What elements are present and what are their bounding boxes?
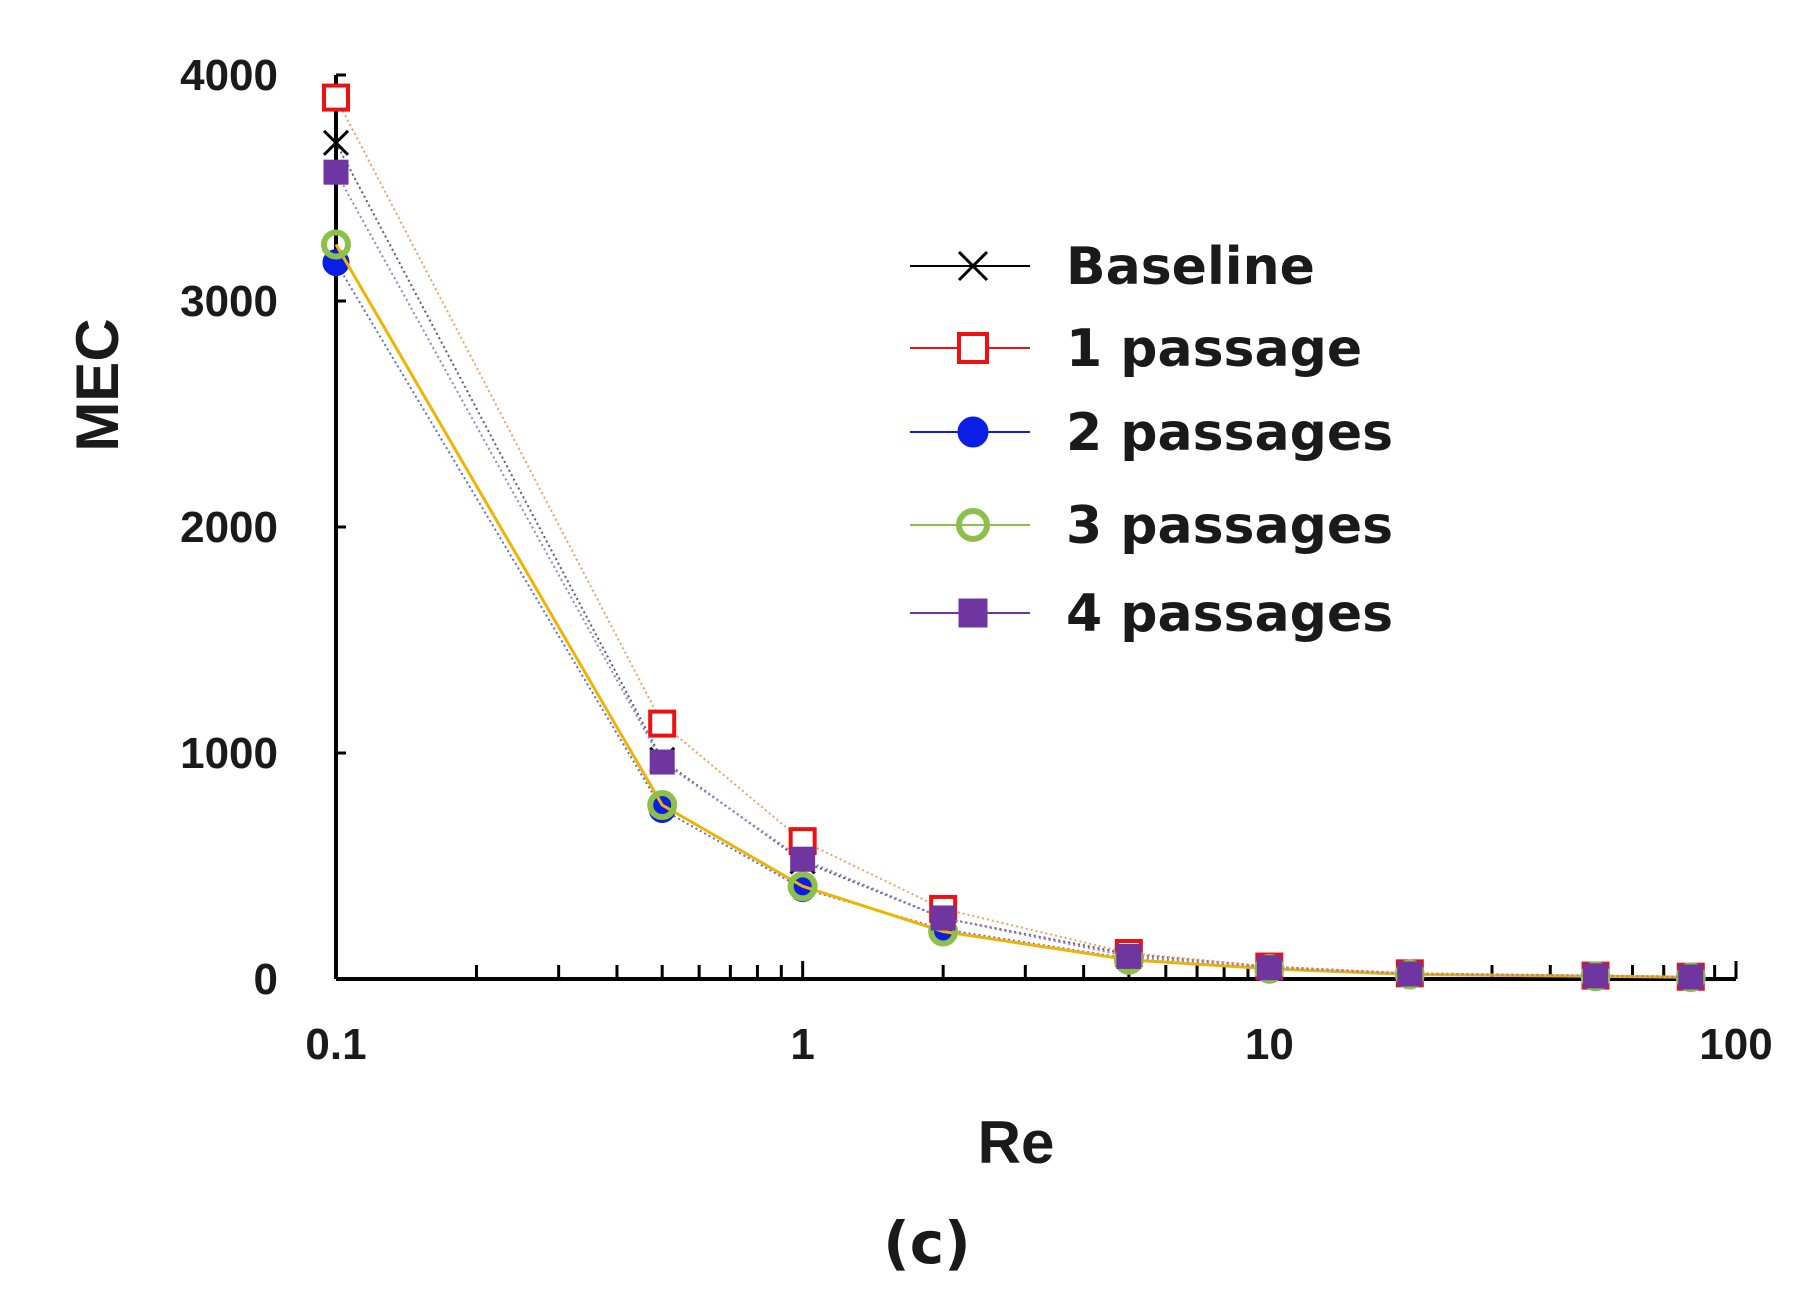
data-point-3-passages	[321, 229, 351, 260]
legend-item-1-passage: 1 passage	[910, 319, 1362, 379]
series-line-1-passage	[335, 97, 1691, 978]
legend-marker-2-passages	[957, 416, 989, 448]
legend-label-2-passages: 2 passages	[1066, 403, 1393, 463]
labels-group: 0 1000 2000 3000 4000 0.1 1 10 100 Re MEC (c)	[64, 51, 1773, 1277]
data-point-1-passage	[648, 709, 677, 738]
series-4-passages	[323, 159, 1704, 990]
series-line-2-passages	[335, 262, 1691, 979]
x-tick-label: 100	[1699, 1020, 1772, 1069]
series-baseline	[322, 129, 1704, 990]
series-2-passages	[322, 249, 1705, 991]
data-point-4-passages	[1397, 961, 1423, 987]
series-group	[321, 83, 1706, 993]
x-axis-title: Re	[978, 1109, 1055, 1176]
legend-label-4-passages: 4 passages	[1066, 584, 1393, 644]
y-tick-label: 3000	[180, 277, 278, 326]
axes-group	[334, 73, 1738, 981]
data-point-4-passages	[1678, 964, 1704, 990]
legend-label-3-passages: 3 passages	[1066, 496, 1393, 556]
data-point-3-passages	[787, 871, 818, 902]
data-point-baseline	[322, 129, 350, 156]
legend-item-4-passages: 4 passages	[910, 584, 1393, 644]
legend-label-baseline: Baseline	[1066, 237, 1315, 297]
data-point-4-passages	[1583, 963, 1609, 989]
data-point-4-passages	[649, 749, 675, 775]
x-tick-label: 10	[1245, 1020, 1294, 1069]
data-point-4-passages	[790, 846, 816, 872]
data-point-4-passages	[1256, 955, 1282, 981]
y-tick-label: 1000	[180, 729, 278, 778]
series-line-4-passages	[335, 171, 1691, 978]
legend-label-1-passage: 1 passage	[1066, 319, 1362, 379]
data-point-1-passage	[322, 83, 350, 112]
data-point-4-passages	[323, 159, 349, 185]
figure-caption: (c)	[883, 1209, 970, 1277]
series-line-baseline	[335, 142, 1691, 978]
legend-marker-3-passages	[956, 508, 990, 542]
y-tick-label: 4000	[180, 51, 278, 100]
legend-item-2-passages: 2 passages	[910, 403, 1393, 463]
legend-item-3-passages: 3 passages	[910, 496, 1393, 556]
data-point-4-passages	[1116, 943, 1142, 969]
series-line-3-passages	[334, 243, 1691, 979]
y-axis-title: MEC	[64, 318, 131, 451]
data-point-3-passages	[647, 789, 678, 820]
legend-item-baseline: Baseline	[910, 237, 1315, 297]
x-tick-label: 1	[790, 1020, 814, 1069]
legend: Baseline 1 passage 2 passages 3 passages 4 p…	[910, 237, 1393, 644]
series-1-passage	[322, 83, 1705, 991]
legend-marker-4-passages	[958, 598, 988, 628]
x-tick-label: 0.1	[305, 1020, 366, 1069]
data-point-4-passages	[930, 905, 956, 931]
y-tick-label: 2000	[180, 503, 278, 552]
y-tick-label: 0	[254, 955, 278, 1004]
series-3-passages	[321, 229, 1706, 993]
legend-marker-1-passage	[957, 332, 989, 364]
legend-marker-baseline	[957, 250, 989, 282]
